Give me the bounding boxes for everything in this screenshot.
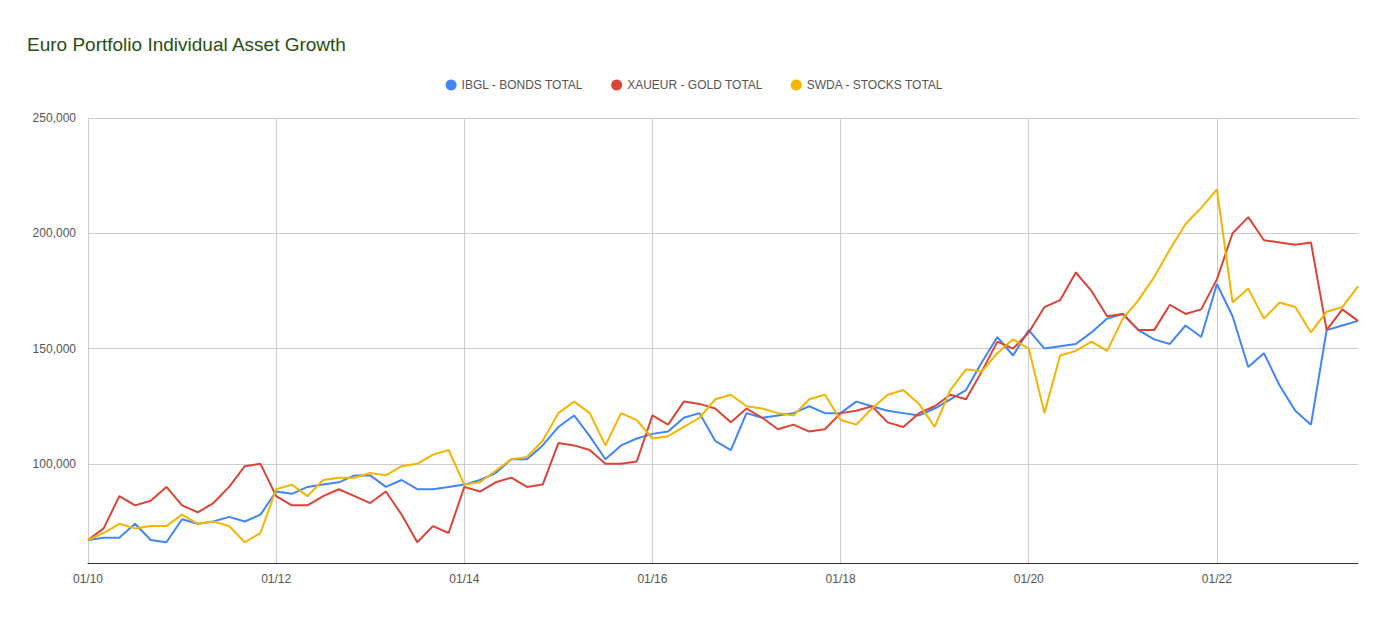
svg-text:IBGL - BONDS TOTAL: IBGL - BONDS TOTAL <box>462 78 583 92</box>
svg-text:01/22: 01/22 <box>1202 572 1232 586</box>
svg-text:01/14: 01/14 <box>449 572 479 586</box>
svg-text:01/18: 01/18 <box>826 572 856 586</box>
svg-text:XAUEUR - GOLD TOTAL: XAUEUR - GOLD TOTAL <box>627 78 763 92</box>
svg-text:150,000: 150,000 <box>33 342 77 356</box>
svg-text:200,000: 200,000 <box>33 226 77 240</box>
svg-text:250,000: 250,000 <box>33 111 77 125</box>
svg-text:01/16: 01/16 <box>637 572 667 586</box>
svg-text:Euro Portfolio Individual Asse: Euro Portfolio Individual Asset Growth <box>27 34 346 55</box>
svg-text:100,000: 100,000 <box>33 457 77 471</box>
svg-text:01/12: 01/12 <box>261 572 291 586</box>
svg-text:01/20: 01/20 <box>1014 572 1044 586</box>
svg-text:01/10: 01/10 <box>73 572 103 586</box>
svg-text:SWDA - STOCKS TOTAL: SWDA - STOCKS TOTAL <box>807 78 943 92</box>
